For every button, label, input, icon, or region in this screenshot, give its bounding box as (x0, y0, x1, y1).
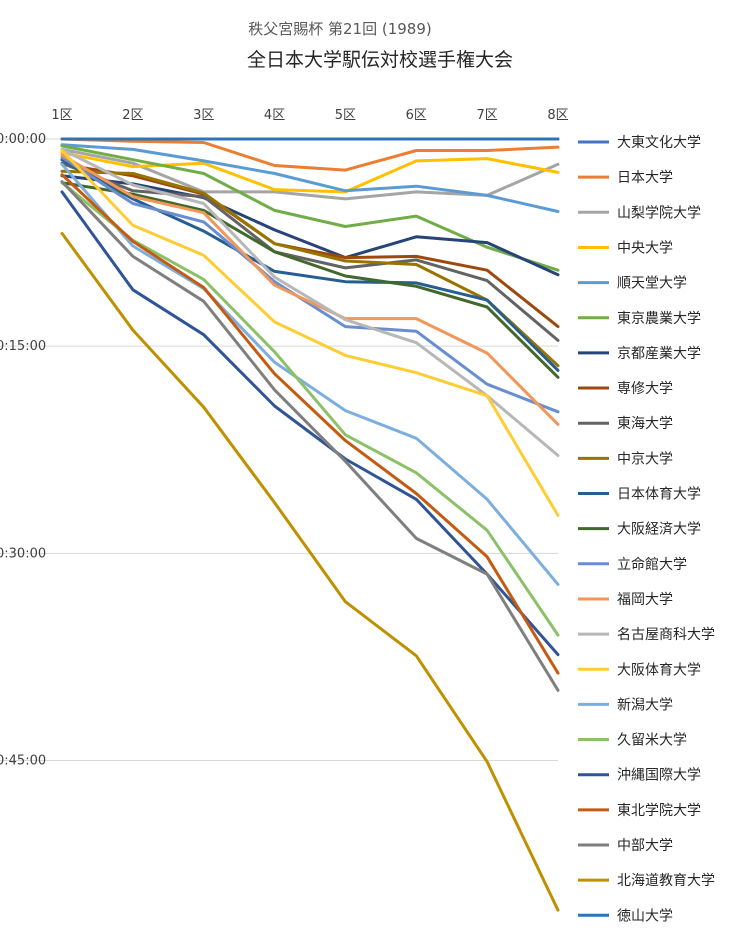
legend: 大東文化大学日本大学山梨学院大学中央大学順天堂大学東京農業大学京都産業大学専修大… (578, 135, 715, 924)
legend-entry: 日本大学 (617, 170, 673, 186)
legend-entry: 大東文化大学 (617, 135, 701, 151)
x-axis: 1区 2区 3区 4区 5区 6区 7区 8区 (51, 108, 568, 123)
series-line-2 (60, 137, 560, 172)
series-line-18 (60, 181, 560, 637)
legend-entry: 沖縄国際大学 (617, 768, 701, 784)
series-line-20 (60, 173, 560, 675)
legend-entry: 新潟大学 (617, 697, 673, 713)
legend-entry: 東北学院大学 (617, 803, 701, 819)
legend-entry: 中央大学 (617, 240, 673, 256)
legend-entry: 福岡大学 (617, 592, 673, 608)
legend-entry: 立命館大学 (617, 556, 687, 573)
series-line-11 (60, 158, 560, 372)
x-tick-label: 2区 (122, 108, 143, 123)
series-line-15 (60, 147, 560, 457)
series-line-9 (60, 161, 560, 342)
legend-entry: 専修大学 (617, 381, 673, 397)
series-line-8 (60, 162, 560, 329)
series-line-22 (60, 231, 560, 912)
series-line-17 (60, 162, 560, 586)
chart-title: 全日本大学駅伝対校選手権大会 (247, 49, 513, 71)
x-tick-label: 7区 (477, 108, 498, 123)
legend-entry: 久留米大学 (617, 733, 687, 749)
y-axis: 0:00:00 0:15:00 0:30:00 0:45:00 (0, 132, 46, 769)
y-tick-label: 0:45:00 (0, 754, 46, 769)
series-line-19 (60, 190, 560, 657)
legend-entry: 中部大学 (617, 838, 673, 854)
y-tick-label: 0:15:00 (0, 339, 46, 354)
legend-entry: 北海道教育大学 (617, 873, 715, 889)
series-line-7 (60, 174, 560, 277)
series-line-12 (60, 181, 560, 379)
x-tick-label: 5区 (335, 108, 356, 123)
legend-entry: 山梨学院大学 (617, 205, 701, 221)
legend-entry: 徳山大学 (617, 908, 673, 924)
series-line-16 (60, 149, 560, 517)
legend-entry: 順天堂大学 (617, 276, 687, 292)
y-tick-label: 0:00:00 (0, 132, 46, 147)
legend-entry: 日本体育大学 (617, 487, 701, 503)
y-tick-label: 0:30:00 (0, 546, 46, 561)
legend-entry: 名古屋商科大学 (617, 627, 715, 643)
series-line-13 (60, 155, 560, 414)
series-lines (60, 137, 560, 912)
legend-entry: 京都産業大学 (617, 346, 701, 362)
x-tick-label: 6区 (406, 108, 427, 123)
series-line-4 (60, 151, 560, 194)
series-line-21 (60, 180, 560, 692)
legend-entry: 大阪経済大学 (617, 522, 701, 538)
x-tick-label: 3区 (193, 108, 214, 123)
legend-entry: 東京農業大学 (617, 311, 701, 327)
series-line-10 (60, 169, 560, 368)
x-tick-label: 8区 (547, 108, 568, 123)
series-line-5 (60, 143, 560, 213)
series-line-14 (60, 153, 560, 426)
x-tick-label: 1区 (51, 108, 72, 123)
legend-entry: 大阪体育大学 (617, 662, 701, 678)
chart-subtitle: 秩父宮賜杯 第21回 (1989) (248, 20, 432, 38)
x-tick-label: 4区 (264, 108, 285, 123)
legend-entry: 中京大学 (617, 451, 673, 467)
legend-entry: 東海大学 (617, 416, 673, 432)
